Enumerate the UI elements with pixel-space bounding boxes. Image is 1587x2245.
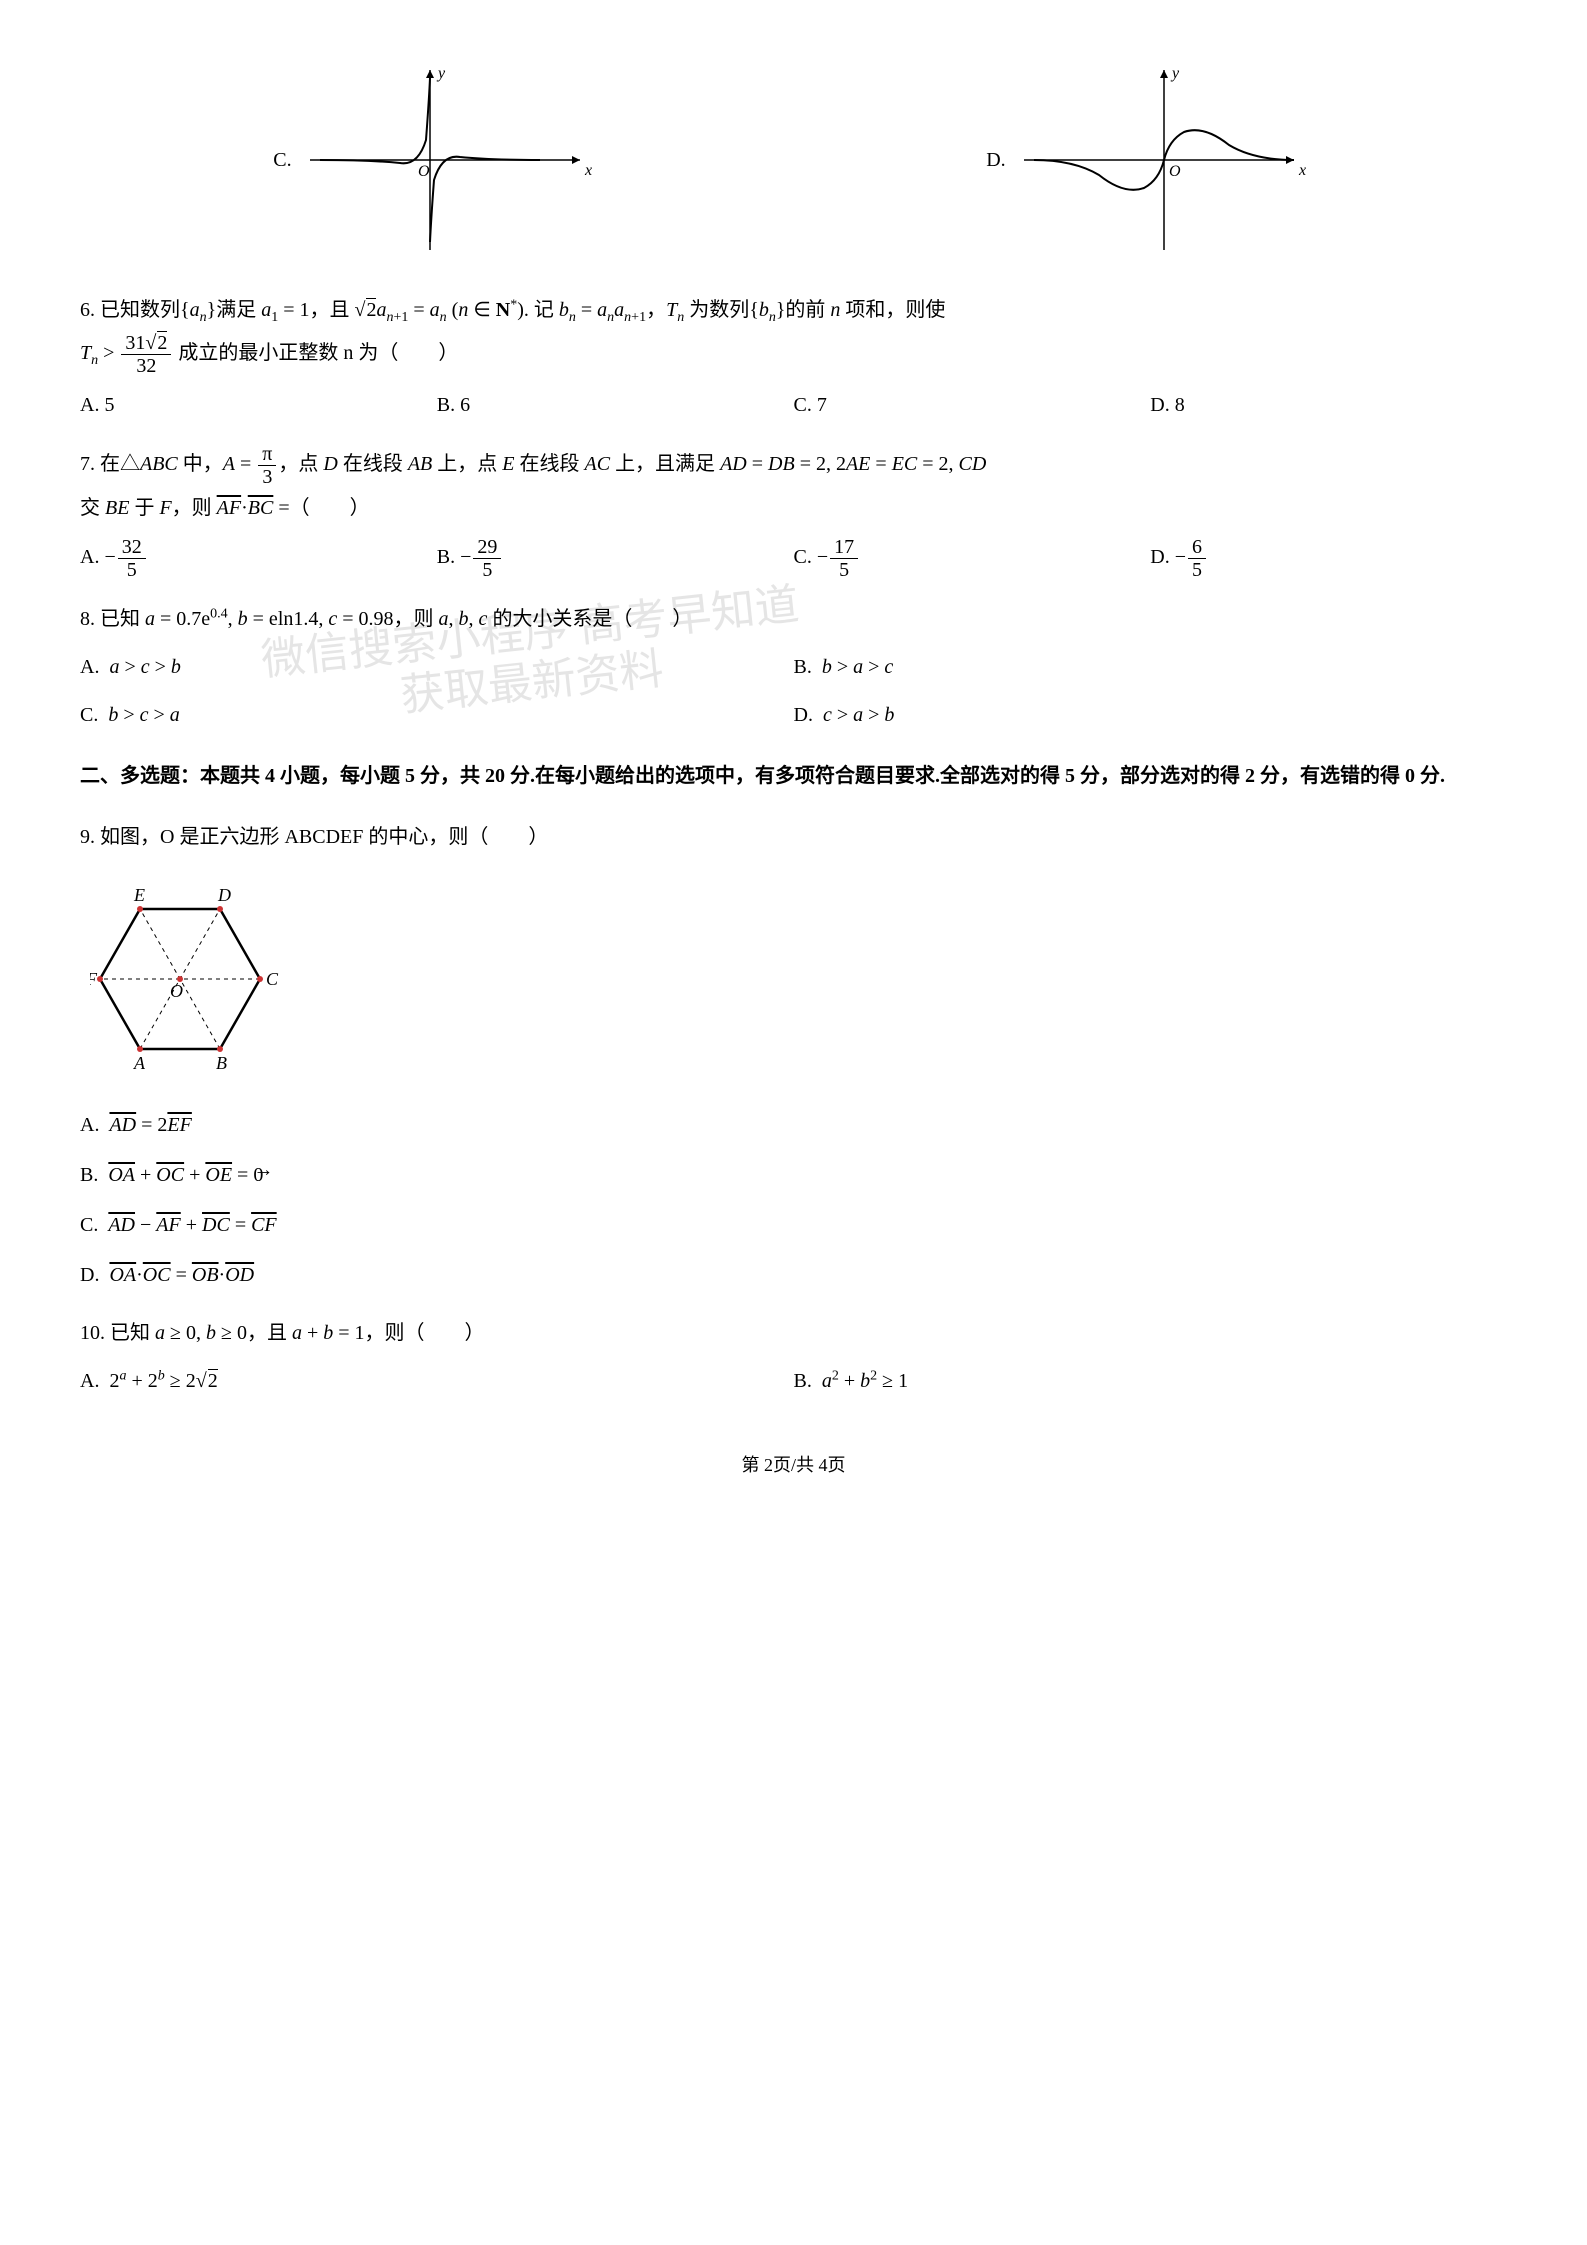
q7-vec-BC: BC (248, 497, 274, 519)
q8-options-row1: A. a > c > b B. b > a > c (80, 647, 1507, 687)
question-8: 8. 已知 a = 0.7e0.4, b = eln1.4, c = 0.98，… (80, 599, 1507, 735)
q10-opt-B[interactable]: B. a2 + b2 ≥ 1 (794, 1361, 1508, 1401)
graph-options-row: C. x y O D. x y O (80, 60, 1507, 260)
question-9: 9. 如图，O 是正六边形 ABCDEF 的中心，则（ ） A B C D E … (80, 817, 1507, 1295)
question-7: 7. 在△ABC 中，A = π3，点 D 在线段 AB 上，点 E 在线段 A… (80, 443, 1507, 581)
graph-D-label: D. (986, 149, 1005, 172)
q6-opt-A[interactable]: A. 5 (80, 385, 437, 425)
q7-number: 7. (80, 453, 95, 475)
svg-text:E: E (133, 885, 145, 905)
q9-number: 9. (80, 826, 95, 848)
q8-options-row2: C. b > c > a D. c > a > b (80, 695, 1507, 735)
graph-C-x-label: x (584, 162, 592, 179)
graph-D-x-label: x (1298, 162, 1306, 179)
q8-opt-A[interactable]: A. a > c > b (80, 647, 794, 687)
q8-opt-B[interactable]: B. b > a > c (794, 647, 1508, 687)
q9-opt-D[interactable]: D. OA·OC = OB·OD (80, 1255, 1507, 1295)
q6-number: 6. (80, 299, 95, 321)
q8-opt-C[interactable]: C. b > c > a (80, 695, 794, 735)
q7-opt-D[interactable]: D. −65 (1150, 536, 1507, 581)
q9-opt-A[interactable]: A. AD = 2EF (80, 1105, 1507, 1145)
q6-opt-D[interactable]: D. 8 (1150, 385, 1507, 425)
q6-opt-C[interactable]: C. 7 (794, 385, 1151, 425)
q9-text: 如图，O 是正六边形 ABCDEF 的中心，则（ ） (100, 826, 548, 848)
graph-C-origin: O (418, 163, 430, 180)
graph-option-D: D. x y O (986, 60, 1313, 260)
q9-opt-B[interactable]: B. OA + OC + OE = 0→ (80, 1155, 1507, 1195)
svg-text:O: O (170, 981, 183, 1001)
graph-D-origin: O (1169, 163, 1181, 180)
svg-text:C: C (266, 969, 279, 989)
section2-header: 二、多选题：本题共 4 小题，每小题 5 分，共 20 分.在每小题给出的选项中… (80, 757, 1507, 795)
hexagon-figure: A B C D E F O (90, 869, 1507, 1093)
q7-options: A. −325 B. −295 C. −175 D. −65 (80, 536, 1507, 581)
svg-text:B: B (216, 1053, 227, 1073)
q10-options: A. 2a + 2b ≥ 22 B. a2 + b2 ≥ 1 (80, 1361, 1507, 1401)
graph-C-label: C. (273, 149, 291, 172)
q7-vec-AF: AF (217, 497, 241, 519)
graph-D-y-label: y (1170, 65, 1180, 82)
q7-opt-C[interactable]: C. −175 (794, 536, 1151, 581)
question-10: 10. 已知 a ≥ 0, b ≥ 0，且 a + b = 1，则（ ） A. … (80, 1313, 1507, 1401)
q6-opt-B[interactable]: B. 6 (437, 385, 794, 425)
q6-tail: 成立的最小正整数 n 为（ ） (178, 342, 458, 364)
q9-opt-C[interactable]: C. AD − AF + DC = CF (80, 1205, 1507, 1245)
svg-text:A: A (133, 1053, 146, 1073)
graph-C-y-label: y (436, 65, 446, 82)
q10-opt-A[interactable]: A. 2a + 2b ≥ 22 (80, 1361, 794, 1401)
q7-opt-B[interactable]: B. −295 (437, 536, 794, 581)
graph-D-svg: x y O (1014, 60, 1314, 260)
graph-option-C: C. x y O (273, 60, 599, 260)
q6-fraction: 312 32 (121, 332, 171, 377)
q8-opt-D[interactable]: D. c > a > b (794, 695, 1508, 735)
svg-text:D: D (217, 885, 231, 905)
page-footer: 第 2页/共 4页 (80, 1451, 1507, 1477)
svg-text:F: F (90, 969, 98, 989)
q9-options: A. AD = 2EF B. OA + OC + OE = 0→ C. AD −… (80, 1105, 1507, 1295)
q10-number: 10. (80, 1322, 105, 1344)
question-6: 6. 已知数列{an}满足 a1 = 1，且 2an+1 = an (n ∈ N… (80, 290, 1507, 425)
graph-C-svg: x y O (300, 60, 600, 260)
q8-number: 8. (80, 608, 95, 630)
q6-options: A. 5 B. 6 C. 7 D. 8 (80, 385, 1507, 425)
q7-opt-A[interactable]: A. −325 (80, 536, 437, 581)
